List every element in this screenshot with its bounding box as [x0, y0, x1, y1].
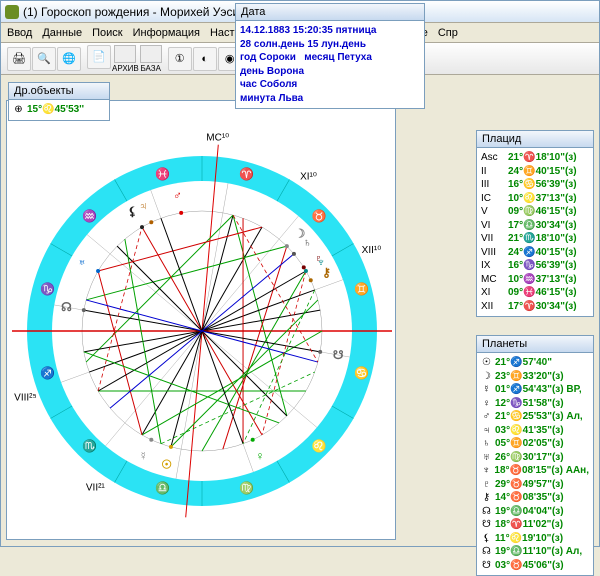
- svg-text:♓: ♓: [155, 167, 170, 181]
- date-line1: 14.12.1883 15:20:35 пятница: [240, 24, 420, 38]
- svg-text:♏: ♏: [82, 439, 97, 453]
- placidus-panel: Плацид Asc21°♈18'10"(з)II24°♊40'15"(з)II…: [476, 130, 594, 317]
- menu-Данные[interactable]: Данные: [42, 27, 82, 39]
- planet-row: ♀12°♑51'58"(з): [481, 397, 589, 411]
- planet-row: ♃03°♌41'35"(з): [481, 424, 589, 438]
- planet-row: ♅26°♍30'17"(з): [481, 451, 589, 465]
- placid-row: IC10°♌37'13"(з): [481, 192, 589, 206]
- tb-btn2-icon[interactable]: ◐: [193, 47, 217, 71]
- svg-text:♋: ♋: [354, 366, 369, 380]
- placidus-title: Плацид: [477, 131, 593, 148]
- chart-area: Asc³⁰DscMC¹⁰XI¹⁰XII¹⁰VIII²⁵VII²¹♈♉♊♋♌♍♎♏…: [6, 100, 396, 540]
- svg-text:☿: ☿: [139, 449, 148, 463]
- placid-row: III16°♋56'39"(з): [481, 178, 589, 192]
- svg-text:♂: ♂: [173, 188, 182, 202]
- date-line2: 28 солн.день 15 лун.день: [240, 38, 420, 52]
- svg-text:MC¹⁰: MC¹⁰: [206, 133, 229, 144]
- planet-row: ☿01°♐54'43"(з) ВР,: [481, 383, 589, 397]
- svg-text:♄: ♄: [303, 235, 312, 249]
- planet-row: ♆18°♉08'15"(з) ААн,: [481, 464, 589, 478]
- svg-text:♅: ♅: [77, 255, 86, 269]
- svg-text:☋: ☋: [333, 348, 344, 362]
- date-line3b: месяц Петуха: [304, 52, 372, 63]
- objects-title: Др.объекты: [9, 83, 109, 100]
- svg-text:☉: ☉: [161, 457, 172, 471]
- planets-title: Планеты: [477, 336, 593, 353]
- svg-text:VII²¹: VII²¹: [86, 483, 106, 494]
- svg-text:VIII²⁵: VIII²⁵: [14, 392, 36, 403]
- svg-text:☊: ☊: [61, 300, 72, 314]
- app-icon: [5, 5, 19, 19]
- svg-text:XI¹⁰: XI¹⁰: [300, 171, 317, 182]
- placid-row: VII21°♏18'10"(з): [481, 232, 589, 246]
- placid-row: XI09°♓46'15"(з): [481, 286, 589, 300]
- placid-row: MC10°♒37'13"(з): [481, 273, 589, 287]
- tb-preview-icon[interactable]: 🔍: [32, 47, 56, 71]
- planet-row: ☽23°♊33'20"(з): [481, 370, 589, 384]
- placid-row: II24°♊40'15"(з): [481, 165, 589, 179]
- svg-text:♒: ♒: [82, 209, 97, 223]
- date-line6: минута Льва: [240, 92, 420, 106]
- placid-row: XII17°♈30'34"(з): [481, 300, 589, 314]
- placid-row: VIII24°♐40'15"(з): [481, 246, 589, 260]
- planet-row: ☋18°♈11'02"(з): [481, 518, 589, 532]
- tb-doc-icon[interactable]: 📄: [87, 45, 111, 69]
- date-line5: час Соболя: [240, 78, 420, 92]
- planets-panel: Планеты ☉21°♐57'40"☽23°♊33'20"(з)☿01°♐54…: [476, 335, 594, 576]
- menu-Поиск[interactable]: Поиск: [92, 27, 122, 39]
- planet-row: ♄05°♊02'05"(з): [481, 437, 589, 451]
- planet-row: ☊19°♎04'04"(з): [481, 505, 589, 519]
- svg-text:♀: ♀: [255, 449, 264, 463]
- app-window: (1) Гороскоп рождения - Морихей Уэсиба 1…: [0, 0, 600, 547]
- menu-Спр[interactable]: Спр: [438, 27, 458, 39]
- date-panel-title: Дата: [236, 4, 424, 21]
- menu-Ввод[interactable]: Ввод: [7, 27, 32, 39]
- date-line3a: год Сороки: [240, 52, 296, 63]
- svg-text:⚸: ⚸: [128, 204, 137, 218]
- placid-row: Asc21°♈18'10"(з): [481, 151, 589, 165]
- svg-text:♌: ♌: [312, 439, 327, 453]
- svg-text:♐: ♐: [40, 366, 55, 380]
- planet-row: ☉21°♐57'40": [481, 356, 589, 370]
- svg-text:♉: ♉: [312, 209, 327, 223]
- planet-row: ☋03°♉45'06"(з): [481, 559, 589, 573]
- tb-archive-icon[interactable]: [114, 45, 136, 63]
- svg-text:♍: ♍: [239, 481, 254, 495]
- svg-text:XII¹⁰: XII¹⁰: [362, 245, 382, 256]
- planet-row: ⚷14°♉08'35"(з): [481, 491, 589, 505]
- svg-text:♃: ♃: [139, 199, 148, 213]
- placid-row: VI17°♎30'34"(з): [481, 219, 589, 233]
- planet-row: ♇29°♉49'57"(з): [481, 478, 589, 492]
- tb-globe-icon[interactable]: 🌐: [57, 47, 81, 71]
- natal-chart: Asc³⁰DscMC¹⁰XI¹⁰XII¹⁰VIII²⁵VII²¹♈♉♊♋♌♍♎♏…: [7, 101, 397, 541]
- tb-print-icon[interactable]: 🖨: [7, 47, 31, 71]
- svg-text:♊: ♊: [354, 282, 369, 296]
- svg-text:⚷: ⚷: [322, 266, 331, 280]
- objects-panel: Др.объекты ⊕15°♌45'53'': [8, 82, 110, 121]
- date-line4: день Ворона: [240, 65, 420, 79]
- tb-base-icon[interactable]: [140, 45, 162, 63]
- menu-Информация[interactable]: Информация: [133, 27, 200, 39]
- planet-row: ☊19°♎11'10"(з) Ал,: [481, 545, 589, 559]
- tb-btn1-icon[interactable]: ①: [168, 47, 192, 71]
- svg-text:♈: ♈: [239, 167, 254, 181]
- planet-row: ♂21°♋25'53"(з) Ал,: [481, 410, 589, 424]
- placid-row: IX16°♑56'39"(з): [481, 259, 589, 273]
- planet-row: ⚸11°♌19'10"(з): [481, 532, 589, 546]
- placid-row: V09°♍46'15"(з): [481, 205, 589, 219]
- svg-text:♑: ♑: [40, 282, 55, 296]
- date-panel: Дата 14.12.1883 15:20:35 пятница 28 солн…: [235, 3, 425, 109]
- obj-icon: ⊕: [13, 103, 24, 117]
- obj-val: 15°♌45'53'': [27, 103, 84, 117]
- svg-text:♎: ♎: [155, 481, 170, 495]
- svg-text:♇: ♇: [314, 251, 323, 265]
